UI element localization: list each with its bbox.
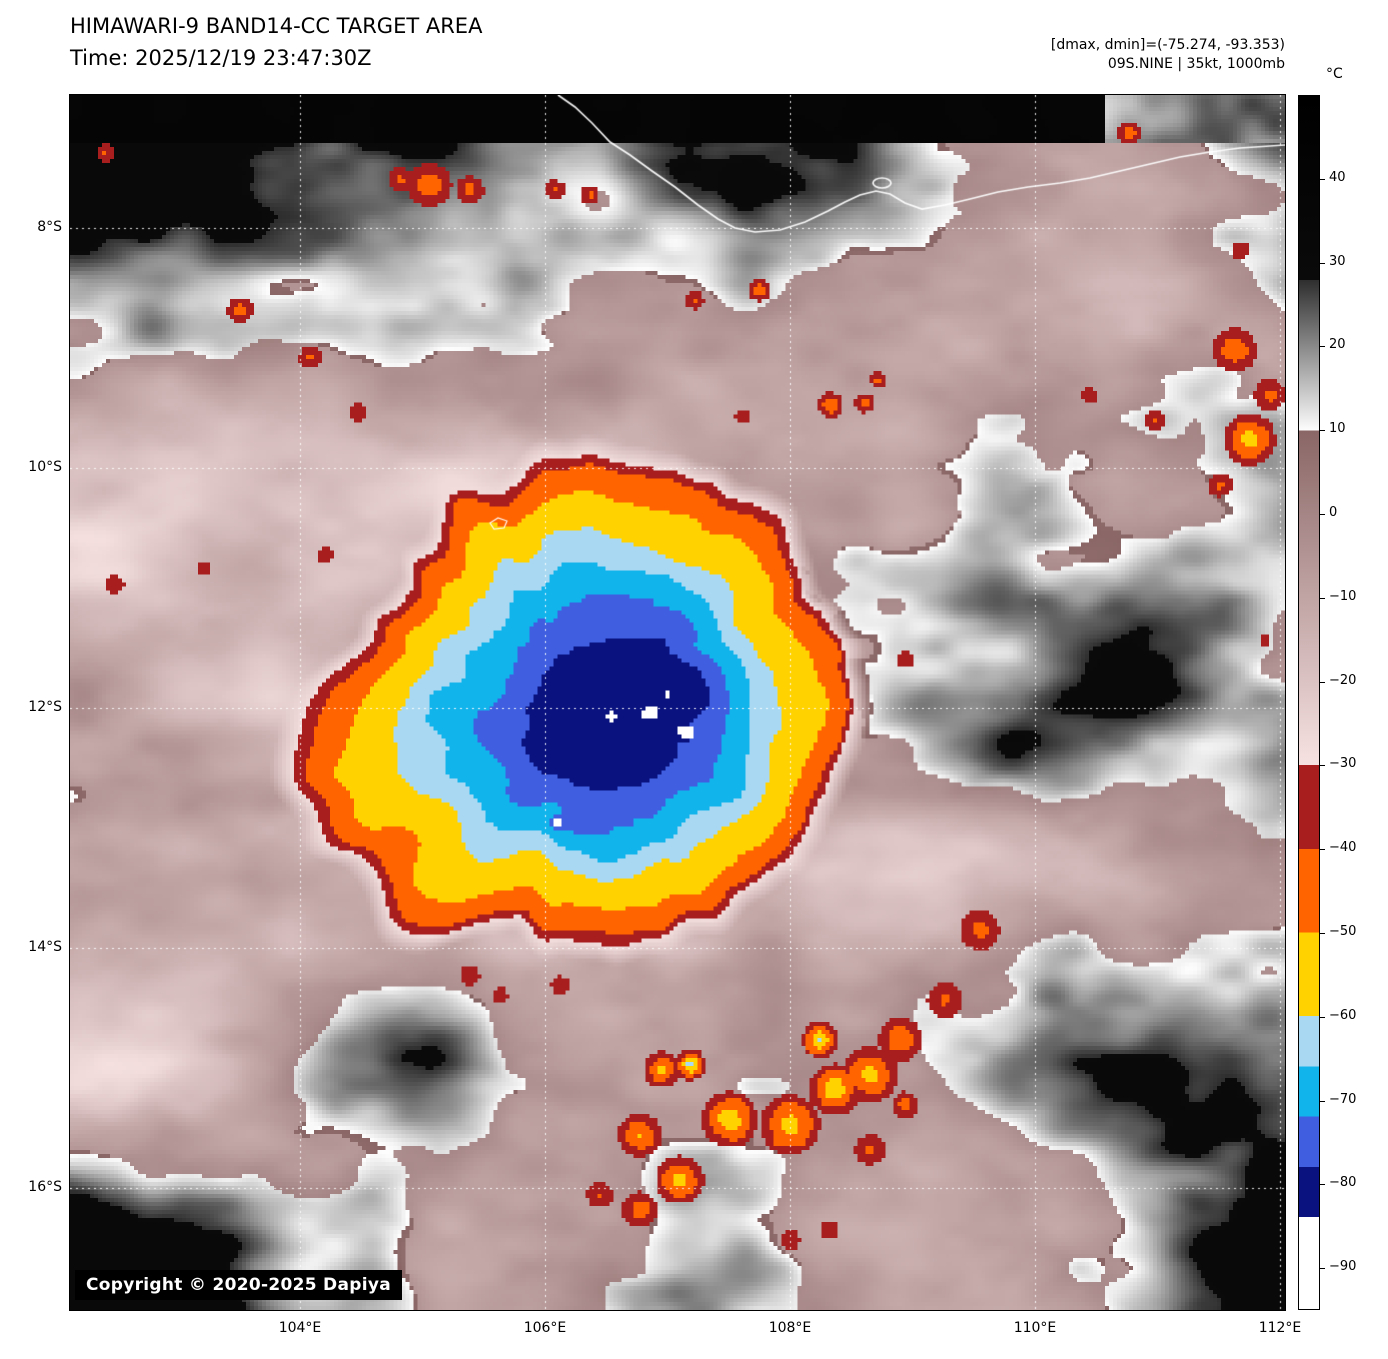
lon-tick-label: 110°E [1013, 1320, 1057, 1336]
colorbar-tick-mark [1320, 597, 1325, 599]
colorbar-tick-mark [1320, 262, 1325, 264]
colorbar-tick-mark [1320, 430, 1325, 432]
colorbar-tick-label: −50 [1329, 923, 1357, 939]
copyright-label: Copyright © 2020-2025 Dapiya [75, 1270, 402, 1300]
colorbar-tick-mark [1320, 346, 1325, 348]
colorbar-tick-label: 0 [1329, 505, 1338, 520]
colorbar: °C 40 30 20 10 0 −10 −20 −30 −40 −50 −60 −70 −80 −90 [1298, 66, 1388, 1310]
lat-tick-label: 12°S [28, 699, 62, 715]
lat-tick-label: 14°S [28, 939, 62, 955]
colorbar-tick-mark [1320, 1268, 1325, 1270]
lon-tick-label: 106°E [523, 1320, 567, 1336]
figure-annotations: [dmax, dmin]=(-75.274, -93.353) 09S.NINE… [1051, 36, 1285, 74]
map-grid-coastline-overlay [70, 95, 1285, 1310]
colorbar-tick-mark [1320, 1184, 1325, 1186]
colorbar-tick-label: 30 [1329, 253, 1346, 269]
colorbar-gradient [1298, 95, 1320, 1310]
satellite-map: Copyright © 2020-2025 Dapiya [69, 94, 1286, 1311]
lat-tick-label: 10°S [28, 459, 62, 475]
colorbar-tick-mark [1320, 1100, 1325, 1102]
colorbar-tick-label: 10 [1329, 421, 1346, 437]
colorbar-tick-label: −40 [1329, 840, 1357, 856]
lat-tick-label: 8°S [37, 219, 62, 235]
lon-tick-label: 108°E [768, 1320, 812, 1336]
colorbar-tick-mark [1320, 849, 1325, 851]
colorbar-tick-label: −60 [1329, 1007, 1357, 1023]
colorbar-tick-mark [1320, 932, 1325, 934]
colorbar-tick-mark [1320, 681, 1325, 683]
colorbar-tick-label: −70 [1329, 1091, 1357, 1107]
colorbar-tick-label: −20 [1329, 672, 1357, 688]
colorbar-tick-label: −80 [1329, 1175, 1357, 1191]
lon-tick-label: 104°E [278, 1320, 322, 1336]
colorbar-tick-mark [1320, 514, 1325, 515]
colorbar-tick-mark [1320, 1016, 1325, 1018]
colorbar-unit-label: °C [1326, 66, 1343, 82]
colorbar-tick-label: 40 [1329, 169, 1346, 185]
colorbar-tick-label: 20 [1329, 337, 1346, 353]
colorbar-tick-label: −10 [1329, 588, 1357, 604]
colorbar-tick-label: −30 [1329, 756, 1357, 772]
colorbar-tick-label: −90 [1329, 1259, 1357, 1275]
dmax-dmin-readout: [dmax, dmin]=(-75.274, -93.353) [1050, 37, 1285, 53]
lat-tick-label: 16°S [28, 1179, 62, 1195]
colorbar-tick-mark [1320, 178, 1325, 180]
figure-title: HIMAWARI-9 BAND14-CC TARGET AREA [70, 14, 483, 38]
figure-timestamp: Time: 2025/12/19 23:47:30Z [70, 46, 372, 70]
lon-tick-label: 112°E [1258, 1320, 1302, 1336]
storm-info-readout: 09S.NINE | 35kt, 1000mb [1107, 56, 1285, 72]
colorbar-tick-mark [1320, 765, 1325, 767]
